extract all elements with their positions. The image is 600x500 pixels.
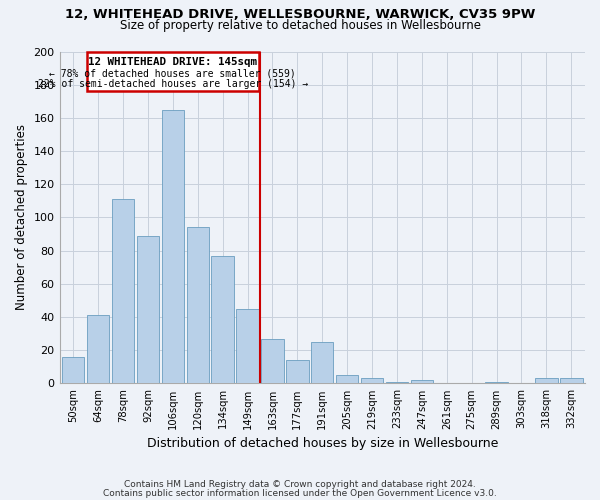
Text: Size of property relative to detached houses in Wellesbourne: Size of property relative to detached ho… [119, 18, 481, 32]
Y-axis label: Number of detached properties: Number of detached properties [15, 124, 28, 310]
Bar [211, 256, 234, 384]
Bar [137, 236, 159, 384]
Bar [386, 382, 408, 384]
Bar [112, 199, 134, 384]
Bar [286, 360, 308, 384]
Text: Contains public sector information licensed under the Open Government Licence v3: Contains public sector information licen… [103, 488, 497, 498]
Bar [560, 378, 583, 384]
Bar [161, 110, 184, 384]
Text: 22% of semi-detached houses are larger (154) →: 22% of semi-detached houses are larger (… [38, 79, 308, 89]
Bar [87, 52, 259, 92]
Bar [261, 338, 284, 384]
Text: 12, WHITEHEAD DRIVE, WELLESBOURNE, WARWICK, CV35 9PW: 12, WHITEHEAD DRIVE, WELLESBOURNE, WARWI… [65, 8, 535, 20]
Bar [336, 375, 358, 384]
Bar [187, 228, 209, 384]
Bar [361, 378, 383, 384]
Bar [236, 308, 259, 384]
Text: ← 78% of detached houses are smaller (559): ← 78% of detached houses are smaller (55… [49, 68, 296, 78]
Bar [485, 382, 508, 384]
Bar [62, 357, 85, 384]
X-axis label: Distribution of detached houses by size in Wellesbourne: Distribution of detached houses by size … [146, 437, 498, 450]
Text: 12 WHITEHEAD DRIVE: 145sqm: 12 WHITEHEAD DRIVE: 145sqm [88, 58, 257, 68]
Bar [410, 380, 433, 384]
Bar [535, 378, 557, 384]
Text: Contains HM Land Registry data © Crown copyright and database right 2024.: Contains HM Land Registry data © Crown c… [124, 480, 476, 489]
Bar [87, 316, 109, 384]
Bar [311, 342, 334, 384]
